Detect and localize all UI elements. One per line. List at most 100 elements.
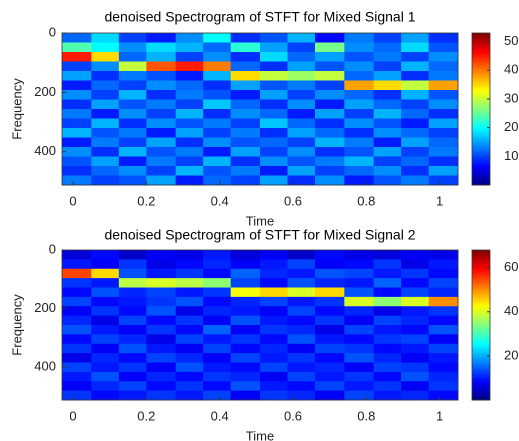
heatmap-cell — [62, 166, 92, 176]
heatmap-cell — [401, 362, 430, 373]
colorbar-segment — [472, 374, 490, 377]
heatmap-cell — [428, 80, 459, 91]
heatmap-cell — [315, 362, 345, 373]
colorbar-segment — [472, 35, 490, 39]
heatmap-cell — [230, 42, 261, 53]
heatmap-cell — [91, 90, 120, 100]
heatmap-cell — [260, 99, 288, 110]
heatmap-cell — [230, 390, 261, 401]
heatmap-cell — [428, 325, 459, 335]
heatmap-cell — [62, 381, 92, 392]
heatmap-cell — [401, 166, 430, 176]
colorbar-segment — [472, 310, 490, 314]
heatmap-cell — [428, 156, 459, 167]
heatmap-cell — [62, 90, 92, 100]
colorbar-segment — [472, 341, 490, 345]
heatmap-cell — [344, 175, 375, 186]
heatmap-cell — [287, 156, 316, 167]
heatmap-cell — [175, 268, 204, 279]
colorbar-segment — [472, 308, 490, 312]
heatmap-cell — [344, 296, 375, 307]
heatmap-cell — [315, 325, 345, 335]
colorbar-segment — [472, 289, 490, 293]
heatmap-cell — [230, 362, 261, 373]
heatmap-cell — [344, 118, 375, 129]
colorbar-segment — [472, 151, 490, 155]
heatmap-cell — [315, 166, 345, 176]
heatmap-cell — [146, 109, 177, 119]
colorbar-segment — [472, 287, 490, 291]
heatmap-cell — [91, 99, 120, 110]
heatmap-cell — [175, 42, 204, 53]
heatmap-cell — [146, 118, 177, 129]
colorbar-segment — [472, 149, 490, 153]
colorbar-segment — [472, 275, 490, 279]
heatmap-cell — [62, 343, 92, 354]
heatmap-cell — [428, 353, 459, 363]
heatmap-cell — [175, 287, 204, 298]
heatmap-cell — [146, 268, 177, 279]
heatmap-cell — [91, 268, 120, 279]
heatmap-cell — [62, 99, 92, 110]
heatmap-cell — [287, 147, 316, 157]
colorbar-segment — [472, 334, 490, 338]
heatmap-cell — [91, 42, 120, 53]
heatmap-cell — [428, 334, 459, 345]
heatmap-cell — [62, 147, 92, 157]
heatmap-cell — [260, 268, 288, 279]
heatmap-cell — [203, 315, 232, 326]
heatmap-cell — [91, 175, 120, 186]
heatmap-cell — [230, 61, 261, 72]
heatmap-cell — [62, 325, 92, 335]
heatmap-cell — [315, 250, 345, 260]
heatmap-cell — [260, 61, 288, 72]
x-tick-label: 0.2 — [137, 408, 155, 423]
y-axis-label: Frequency — [9, 294, 24, 356]
heatmap-cell — [260, 42, 288, 53]
heatmap-cell — [146, 343, 177, 354]
colorbar-segment — [472, 268, 490, 272]
colorbar-segment — [472, 273, 490, 277]
colorbar-segment — [472, 142, 490, 146]
heatmap-cell — [260, 128, 288, 138]
x-tick-label: 0.4 — [211, 193, 229, 208]
heatmap-cell — [203, 381, 232, 392]
colorbar-segment — [472, 42, 490, 46]
heatmap-cell — [287, 315, 316, 326]
heatmap-cell — [344, 268, 375, 279]
heatmap-cell — [91, 362, 120, 373]
heatmap-cell — [373, 80, 402, 91]
heatmap-cell — [230, 99, 261, 110]
colorbar-segment — [472, 315, 490, 319]
colorbar-segment — [472, 139, 490, 143]
heatmap-cell — [175, 353, 204, 363]
heatmap-cell — [260, 381, 288, 392]
heatmap-cell — [260, 287, 288, 298]
heatmap-cell — [230, 128, 261, 138]
heatmap-cell — [373, 52, 402, 62]
heatmap-cell — [118, 33, 147, 43]
y-tick-label: 200 — [34, 300, 56, 315]
heatmap-cell — [344, 33, 375, 43]
heatmap-cell — [91, 315, 120, 326]
colorbar-segment — [472, 282, 490, 286]
heatmap-cell — [287, 278, 316, 288]
colorbar-segment — [472, 87, 490, 91]
heatmap-cell — [230, 147, 261, 157]
heatmap-cell — [260, 390, 288, 401]
colorbar-segment — [472, 322, 490, 326]
heatmap-cell — [260, 71, 288, 81]
heatmap-cell — [118, 334, 147, 345]
colorbar-segment — [472, 364, 490, 368]
heatmap-cell — [118, 99, 147, 110]
heatmap-cell — [62, 42, 92, 53]
heatmap-cell — [344, 71, 375, 81]
colorbar-segment — [472, 137, 490, 141]
heatmap-cell — [315, 33, 345, 43]
colorbar-segment — [472, 73, 490, 77]
heatmap-cell — [203, 287, 232, 298]
heatmap-cell — [428, 71, 459, 81]
heatmap-cell — [401, 118, 430, 129]
heatmap-cell — [146, 296, 177, 307]
